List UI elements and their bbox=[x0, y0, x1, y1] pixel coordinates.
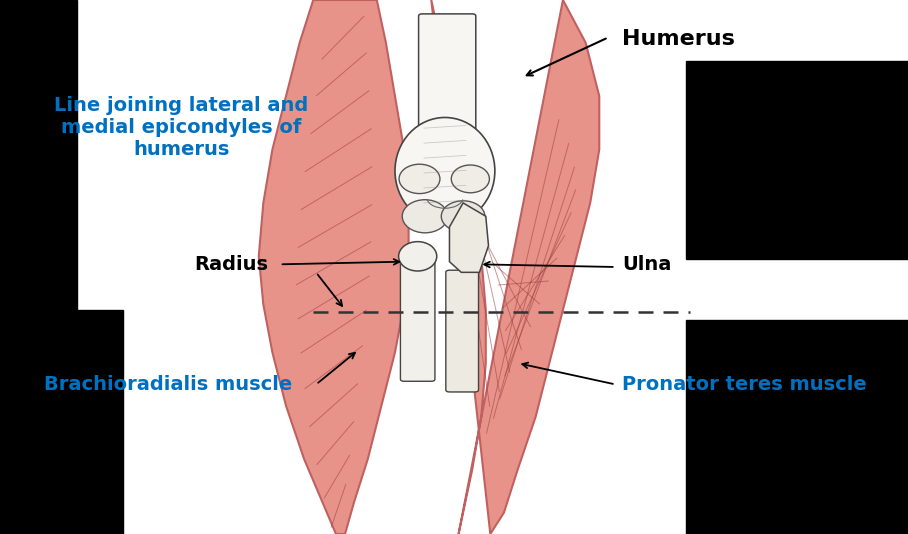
Polygon shape bbox=[449, 203, 489, 272]
Text: Pronator teres muscle: Pronator teres muscle bbox=[622, 375, 867, 394]
Ellipse shape bbox=[451, 165, 489, 193]
Bar bbox=[686, 470, 908, 534]
FancyBboxPatch shape bbox=[400, 254, 435, 381]
Text: Ulna: Ulna bbox=[622, 255, 671, 274]
Ellipse shape bbox=[402, 200, 448, 233]
Polygon shape bbox=[431, 0, 599, 534]
Text: Radius: Radius bbox=[194, 255, 268, 274]
Bar bbox=[686, 320, 908, 470]
Ellipse shape bbox=[395, 117, 495, 224]
FancyBboxPatch shape bbox=[419, 14, 476, 136]
Ellipse shape bbox=[441, 201, 485, 232]
Bar bbox=[0, 310, 123, 534]
Text: Brachioradialis muscle: Brachioradialis muscle bbox=[44, 375, 292, 394]
Ellipse shape bbox=[400, 164, 440, 193]
Text: Line joining lateral and
medial epicondyles of
humerus: Line joining lateral and medial epicondy… bbox=[54, 96, 309, 159]
Bar bbox=[686, 61, 908, 259]
Bar bbox=[0, 0, 77, 310]
Ellipse shape bbox=[399, 241, 437, 271]
Polygon shape bbox=[259, 0, 409, 534]
Text: Humerus: Humerus bbox=[622, 29, 735, 49]
FancyBboxPatch shape bbox=[446, 270, 479, 392]
